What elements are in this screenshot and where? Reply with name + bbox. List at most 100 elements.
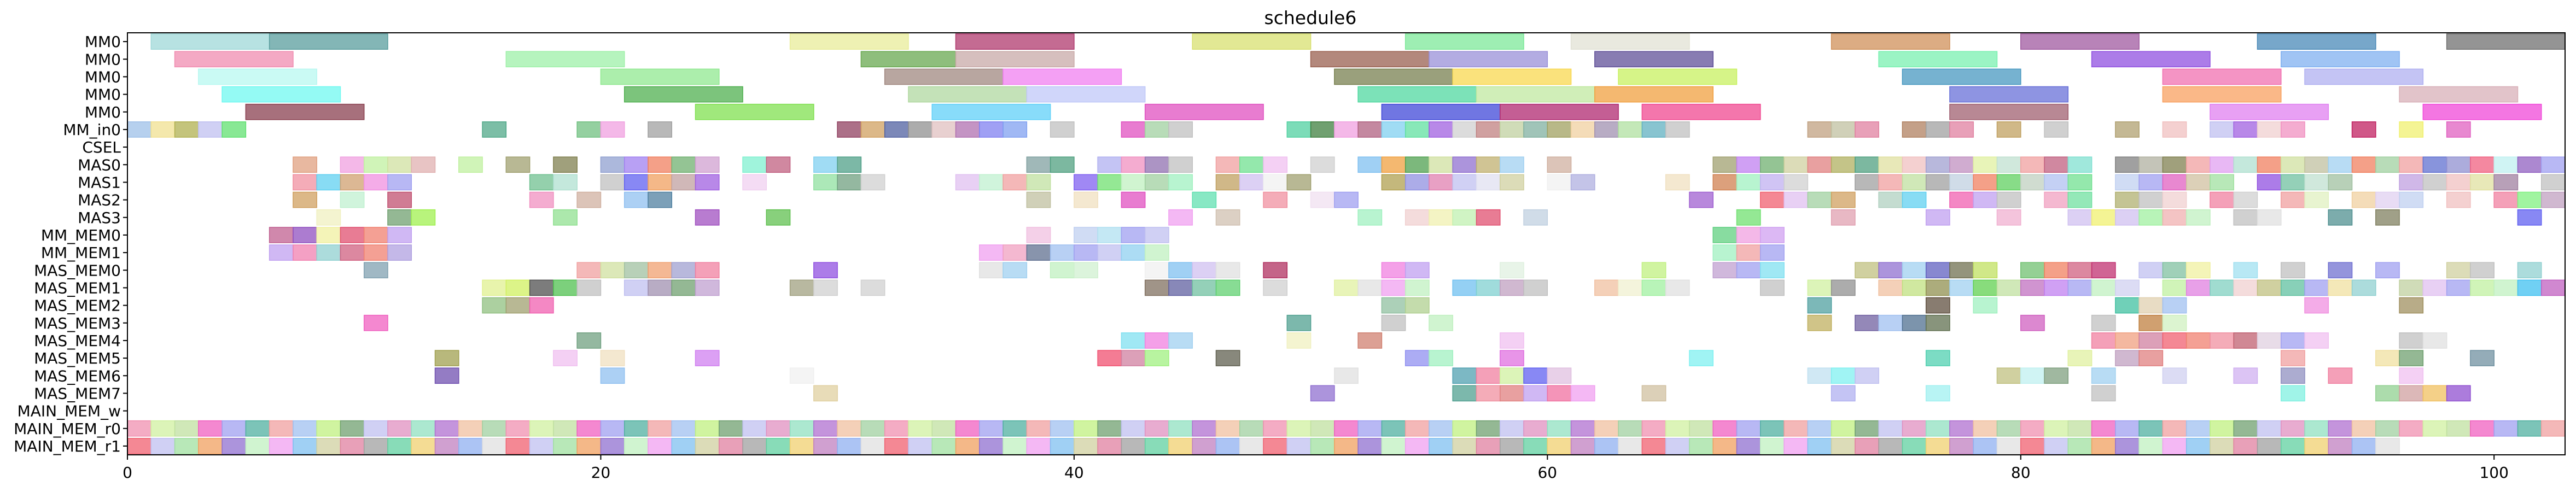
task-cell-r14-41 [2091,279,2116,296]
task-cell-r11-7 [1074,227,1098,243]
task-cell-r15-10 [2162,297,2187,314]
y-tick-label: MAS3 [78,209,121,227]
task-cell-r22-72 [1831,420,1856,437]
task-cell-r17-0 [576,332,602,349]
task-cell-r14-4 [576,279,602,296]
task-cell-r23-35 [955,438,980,454]
y-tick-label: MM0 [85,103,121,121]
task-cell-r22-92 [2304,420,2329,437]
task-cell-r5-25 [1381,121,1406,138]
task-cell-r8-54 [2162,174,2187,191]
task-cell-r17-17 [2399,332,2424,349]
y-tick-label: MAIN_MEM_w [18,402,121,420]
task-cell-r23-18 [553,438,578,454]
y-tick-label: MAS_MEM3 [34,314,121,332]
task-bar-5 [1404,33,1524,50]
task-cell-r23-50 [1310,438,1335,454]
task-cell-r22-24 [695,420,720,437]
task-cell-r5-20 [1168,121,1193,138]
task-cell-r13-9 [1003,262,1028,279]
task-cell-r12-4 [363,244,388,261]
task-cell-r8-11 [695,174,720,191]
task-cell-r22-67 [1712,420,1738,437]
y-axis: MM0MM0MM0MM0MM0MM_in0CSELMAS0MAS1MAS2MAS… [14,33,127,455]
task-cell-r12-0 [269,244,294,261]
task-cell-r8-52 [2115,174,2140,191]
task-cell-r23-80 [2020,438,2045,454]
task-cell-r13-8 [979,262,1004,279]
task-bar-17 [1594,51,1714,68]
task-cell-r5-16 [1003,121,1028,138]
task-cell-r23-78 [1973,438,1998,454]
task-cell-r8-23 [1144,174,1169,191]
task-cell-r7-50 [2067,156,2093,173]
task-cell-r22-34 [931,420,957,437]
task-cell-r23-51 [1334,438,1359,454]
task-cell-r13-5 [671,262,696,279]
task-cell-r7-64 [2422,156,2447,173]
task-bar-20 [2280,51,2400,68]
task-cell-r5-26 [1404,121,1430,138]
task-cell-r8-5 [529,174,554,191]
task-cell-r8-37 [1665,174,1690,191]
task-cell-r14-51 [2351,279,2376,296]
task-cell-r20-7 [1570,385,1595,402]
task-cell-r9-14 [1689,191,1714,208]
task-cell-r23-9 [340,438,365,454]
task-cell-r13-39 [2328,262,2353,279]
task-cell-r7-66 [2470,156,2495,173]
task-cell-r22-52 [1357,420,1383,437]
task-cell-r12-5 [387,244,412,261]
task-cell-r5-40 [1855,121,1879,138]
task-cell-r10-4 [695,209,720,226]
task-cell-r7-8 [600,156,625,173]
task-cell-r5-11 [884,121,909,138]
task-cell-r17-8 [2115,332,2140,349]
task-cell-r13-7 [813,262,838,279]
task-cell-r5-12 [908,121,933,138]
task-cell-r19-5 [1476,367,1501,384]
task-cell-r18-1 [553,350,578,366]
task-cell-r9-7 [1026,191,1051,208]
task-bar-32 [623,86,743,103]
task-bar-18 [1878,51,1998,68]
task-cell-r13-28 [1949,262,1974,279]
task-cell-r9-32 [2304,191,2329,208]
task-cell-r23-95 [2375,438,2400,454]
task-cell-r23-91 [2280,438,2305,454]
task-cell-r7-39 [1807,156,1832,173]
task-cell-r8-25 [1215,174,1240,191]
task-bar-10 [2446,33,2566,50]
task-cell-r22-6 [269,420,294,437]
task-cell-r8-27 [1263,174,1288,191]
task-cell-r22-12 [411,420,436,437]
task-cell-r12-10 [1074,244,1098,261]
task-cell-r7-15 [813,156,838,173]
task-cell-r12-12 [1121,244,1146,261]
task-cell-r9-5 [623,191,649,208]
task-cell-r23-82 [2067,438,2093,454]
task-cell-r8-55 [2185,174,2211,191]
task-cell-r23-67 [1712,438,1738,454]
task-cell-r22-80 [2020,420,2045,437]
task-cell-r7-1 [340,156,365,173]
task-cell-r9-34 [2375,191,2400,208]
task-cell-r8-15 [860,174,885,191]
task-cell-r22-93 [2328,420,2353,437]
task-cell-r22-99 [2470,420,2495,437]
task-cell-r8-58 [2280,174,2305,191]
task-cell-r18-10 [1500,350,1524,366]
task-cell-r22-76 [1925,420,1950,437]
task-cell-r22-77 [1949,420,1974,437]
task-cell-r20-16 [2446,385,2471,402]
task-cell-r23-30 [837,438,862,454]
task-cell-r20-6 [1547,385,1572,402]
task-cell-r7-40 [1831,156,1856,173]
task-bar-42 [695,103,814,120]
task-cell-r7-35 [1712,156,1738,173]
task-cell-r20-8 [1641,385,1666,402]
task-cell-r23-72 [1831,438,1856,454]
task-cell-r14-32 [1878,279,1903,296]
task-cell-r23-24 [695,438,720,454]
task-cell-r22-14 [458,420,483,437]
